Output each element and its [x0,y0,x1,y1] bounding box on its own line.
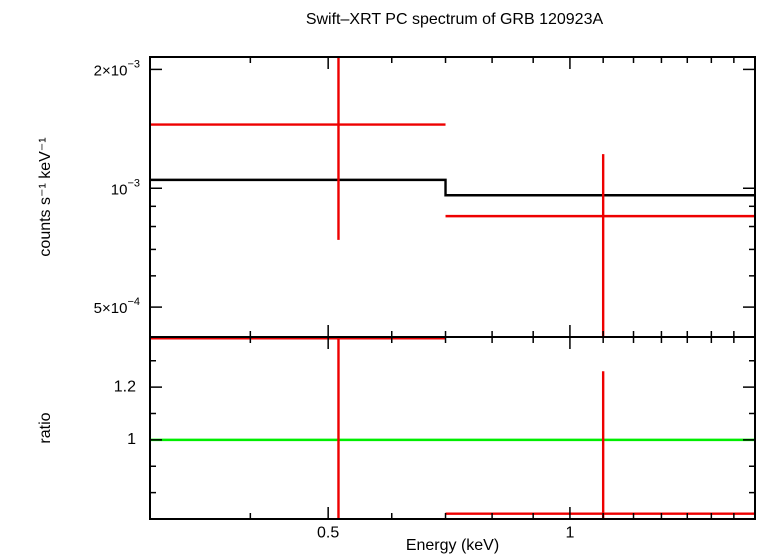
spectrum-panel-frame [149,56,756,338]
y-tick-mantissa: 2×10 [94,62,128,79]
x-axis-label: Energy (keV) [406,537,499,554]
x-tick-label: 0.5 [317,524,339,541]
y-tick-exponent: −4 [127,296,140,308]
model-step-line [150,178,755,197]
y-tick-mantissa: 10 [111,181,128,198]
y-tick-label: 10−3 [111,177,140,198]
y-tick-label: 2×10−3 [94,58,140,79]
y-tick-mantissa: 5×10 [94,300,128,317]
ratio-panel-frame [149,336,756,520]
y-tick-exponent: −3 [127,58,140,70]
ratio-y-tick-label: 1 [127,431,136,448]
ratio-y-tick-label: 1.2 [114,378,136,395]
chart-title: Swift–XRT PC spectrum of GRB 120923A [306,11,604,28]
y-axis-label-ratio: ratio [37,412,54,443]
y-axis-label-spectrum: counts s⁻¹ keV⁻¹ [37,137,54,256]
y-tick-label: 5×10−4 [94,296,140,317]
y-tick-exponent: −3 [127,177,140,189]
x-tick-label: 1 [565,524,574,541]
